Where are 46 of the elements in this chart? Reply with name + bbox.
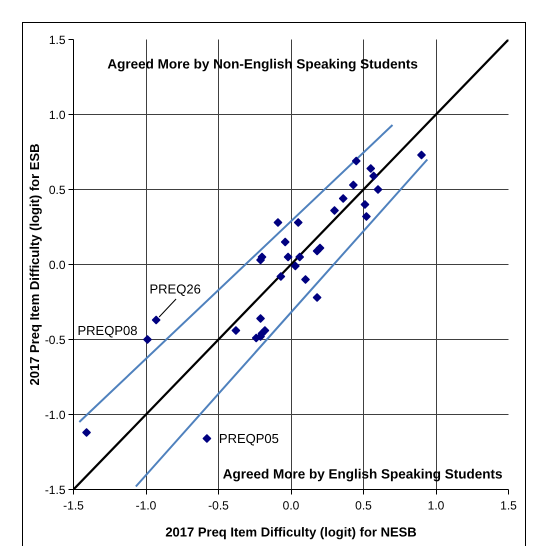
point [232,326,240,335]
x-tick-label: -0.5 [208,498,230,512]
point [374,185,382,194]
point [276,272,286,281]
y-tick-label: 0.5 [48,183,66,197]
x-tick-label: 0.5 [355,498,372,512]
point [202,434,212,443]
point [348,180,358,190]
point [274,218,282,227]
point [338,194,348,203]
point [294,218,303,227]
point [312,293,322,302]
x-tick-label: -1.0 [136,498,157,512]
annotation: PREQ26 [150,282,201,296]
y-axis-title: 2017 Preq Item Difficulty (logit) for ESB [26,143,42,386]
point [330,206,339,215]
point [352,156,361,166]
point [366,164,376,173]
point [256,314,265,323]
y-tick-label: 0.0 [48,258,66,272]
annotation: PREQP08 [77,323,138,338]
point [417,150,426,160]
point [316,244,324,252]
y-tick-label: 1.5 [48,33,66,47]
point [295,252,304,262]
point [82,428,91,437]
point [369,172,378,180]
x-tick-label: -1.5 [63,498,84,512]
point [362,212,371,221]
point [284,252,292,262]
y-tick-label: -1.5 [44,483,66,497]
x-tick-label: 0.0 [282,498,300,512]
point [143,335,152,344]
y-tick-label: -0.5 [44,333,66,347]
point [290,262,300,270]
point [280,238,290,246]
x-tick-label: 1.0 [428,498,445,512]
y-tick-label: -1.0 [44,408,66,422]
x-tick-label: 1.5 [500,498,518,512]
annotation: PREQP05 [218,431,279,446]
x-axis-title: 2017 Preq Item Difficulty (logit) for NESB [165,524,417,540]
y-tick-label: 1.0 [48,108,66,122]
point [301,275,310,284]
point [152,316,161,324]
point [260,326,270,335]
point [360,200,370,209]
